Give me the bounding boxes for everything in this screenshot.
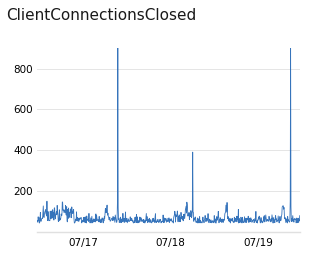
Text: ClientConnectionsClosed: ClientConnectionsClosed — [6, 8, 197, 23]
